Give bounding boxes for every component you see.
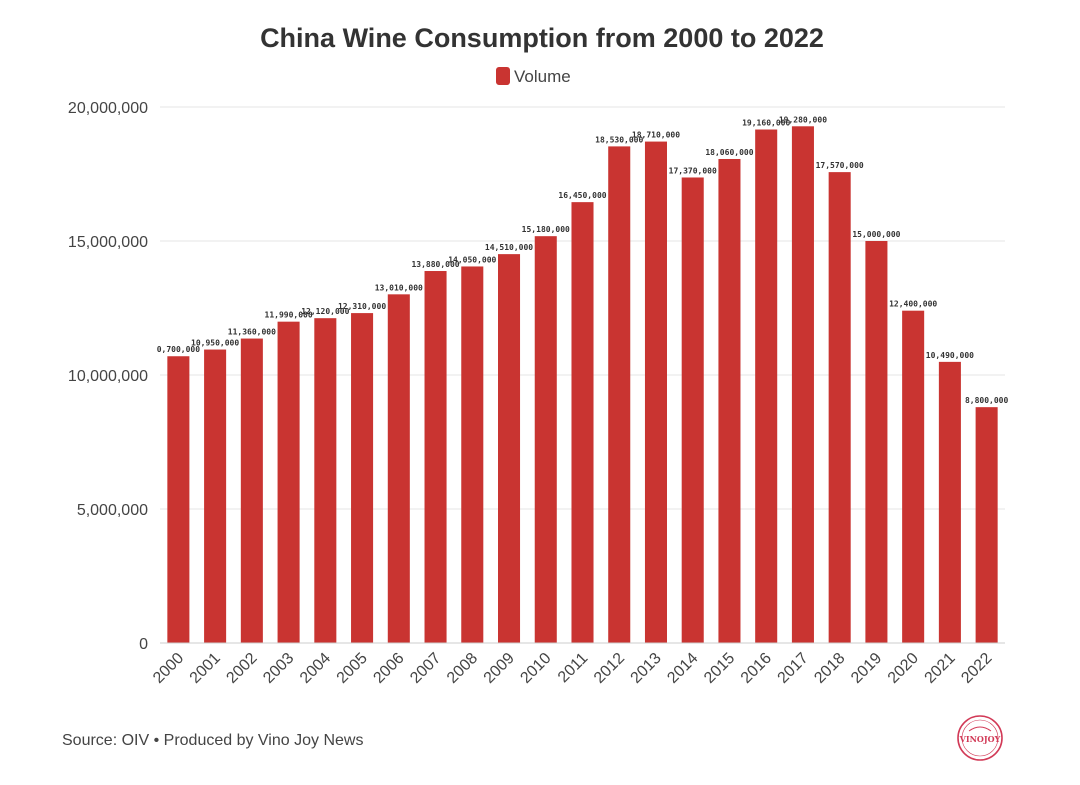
y-axis-ticks: 0 5,000,000 10,000,000 15,000,000 20,000,000	[68, 100, 148, 653]
x-axis-ticks: 2000 2001 2002 2003 2004 2005 2006 2007 2008 2009…	[150, 650, 996, 687]
data-label: 19,280,000	[779, 115, 827, 124]
bar	[534, 236, 557, 643]
data-label: 8,800,000	[965, 396, 1009, 405]
bar	[571, 202, 594, 643]
data-label: 17,370,000	[669, 166, 717, 175]
bar	[608, 146, 631, 643]
data-label: 13,010,000	[375, 283, 423, 292]
y-tick-label: 0	[139, 636, 148, 653]
vinojoy-logo: VINOJOY	[957, 715, 1003, 761]
logo-text: VINOJOY	[959, 734, 1001, 744]
bar	[902, 310, 925, 643]
x-tick-label: 2006	[370, 650, 407, 687]
bar	[644, 141, 667, 643]
data-label: 10,490,000	[926, 351, 974, 360]
x-tick-label: 2007	[407, 650, 444, 687]
x-tick-label: 2018	[811, 650, 848, 687]
data-label: 11,360,000	[228, 328, 276, 337]
data-label: 13,880,000	[411, 260, 459, 269]
bar	[424, 271, 447, 643]
bar	[975, 407, 998, 643]
bar	[314, 318, 337, 643]
y-tick-label: 15,000,000	[68, 234, 148, 251]
bar	[718, 158, 741, 643]
data-label: 15,000,000	[852, 230, 900, 239]
x-tick-label: 2009	[481, 650, 518, 687]
x-tick-label: 2012	[591, 650, 628, 687]
data-label: 15,180,000	[522, 225, 570, 234]
data-label: 0,700,000	[157, 345, 201, 354]
bar	[351, 313, 374, 643]
bar	[167, 356, 190, 643]
x-tick-label: 2003	[260, 650, 297, 687]
x-tick-label: 2002	[223, 650, 260, 687]
bar	[277, 321, 300, 643]
data-labels: 0,700,00010,950,00011,360,00011,990,0001…	[157, 115, 1009, 405]
x-tick-label: 2011	[555, 650, 591, 686]
data-label: 12,120,000	[301, 307, 349, 316]
data-label: 11,990,000	[265, 311, 313, 320]
bars	[167, 126, 998, 644]
bar	[681, 177, 704, 643]
x-tick-label: 2001	[187, 650, 224, 687]
legend-swatch-volume	[496, 67, 510, 85]
data-label: 18,060,000	[705, 148, 753, 157]
data-label: 18,710,000	[632, 131, 680, 140]
x-tick-label: 2019	[848, 650, 885, 687]
bar	[865, 241, 888, 643]
source-note: Source: OIV • Produced by Vino Joy News	[62, 732, 364, 749]
x-tick-label: 2013	[628, 650, 665, 687]
bar	[791, 126, 814, 643]
x-tick-label: 2005	[334, 650, 371, 687]
x-tick-label: 2015	[701, 650, 738, 687]
bar	[387, 294, 410, 643]
x-tick-label: 2004	[297, 650, 334, 687]
bar	[461, 266, 484, 643]
x-tick-label: 2020	[885, 650, 922, 687]
legend[interactable]: Volume	[496, 67, 571, 86]
x-tick-label: 2000	[150, 650, 187, 687]
data-label: 19,160,000	[742, 119, 790, 128]
x-tick-label: 2022	[958, 650, 995, 687]
bar	[828, 172, 851, 643]
bar	[240, 338, 263, 643]
data-label: 16,450,000	[558, 191, 606, 200]
legend-label-volume: Volume	[514, 67, 571, 86]
data-label: 12,310,000	[338, 302, 386, 311]
data-label: 14,510,000	[485, 243, 533, 252]
x-tick-label: 2010	[517, 650, 554, 687]
bar	[204, 349, 227, 643]
x-tick-label: 2021	[922, 650, 959, 687]
y-tick-label: 10,000,000	[68, 368, 148, 385]
y-tick-label: 20,000,000	[68, 100, 148, 117]
data-label: 17,570,000	[816, 161, 864, 170]
chart-title: China Wine Consumption from 2000 to 2022	[260, 23, 824, 53]
bar	[498, 254, 521, 643]
x-tick-label: 2008	[444, 650, 481, 687]
x-tick-label: 2014	[664, 650, 701, 687]
x-tick-label: 2017	[775, 650, 812, 687]
bar	[938, 361, 961, 643]
data-label: 14,050,000	[448, 255, 496, 264]
data-label: 10,950,000	[191, 339, 239, 348]
x-tick-label: 2016	[738, 650, 775, 687]
y-tick-label: 5,000,000	[77, 502, 148, 519]
bar	[755, 129, 778, 644]
data-label: 12,400,000	[889, 300, 937, 309]
data-label: 18,530,000	[595, 135, 643, 144]
